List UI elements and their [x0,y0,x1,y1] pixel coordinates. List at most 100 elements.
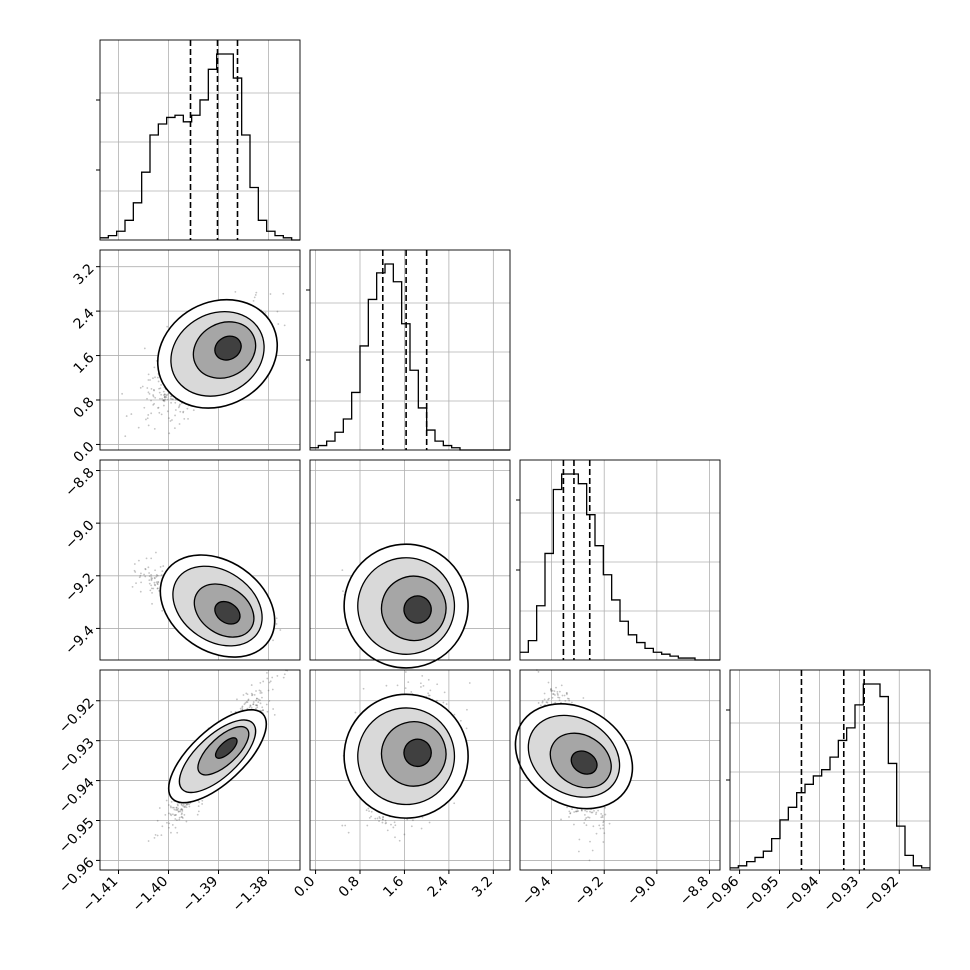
sample-point [252,299,255,302]
histogram-step-line [310,263,510,451]
sample-point [153,388,155,391]
sample-point [138,576,141,579]
sample-point [167,417,170,420]
sample-point [152,587,155,590]
sample-point [164,393,166,396]
sample-point [155,551,157,554]
sample-point [165,394,168,397]
sample-point [156,574,159,577]
sample-point [253,296,256,299]
sample-point [166,393,169,396]
sample-point [124,435,127,438]
sample-point [148,572,150,574]
sample-point [131,586,134,588]
sample-point [342,590,344,593]
sample-point [143,573,145,576]
sample-point [147,373,150,376]
sample-point [150,579,153,582]
sample-point [140,572,142,575]
sample-point [157,406,160,409]
sample-point [141,385,144,388]
histogram-step-line [730,683,930,869]
sample-point [162,565,165,567]
sample-point [146,387,149,389]
sample-point [179,410,182,413]
sample-point [164,395,167,398]
sample-point [163,400,166,403]
sample-point [147,414,150,416]
sample-point [155,581,158,584]
sample-point [154,569,156,572]
sample-point [170,401,172,404]
sample-point [153,428,156,430]
sample-point [150,412,153,415]
sample-point [150,387,153,390]
sample-point [153,402,156,405]
histogram-panel-3 [726,669,931,871]
histogram-panel-2 [516,459,721,661]
density-peak [214,335,242,361]
sample-point [153,583,156,586]
sample-point [264,311,267,314]
sample-point [166,410,169,413]
sample-point [156,587,159,590]
sample-point [163,399,166,402]
sample-point [148,575,151,578]
sample-point [182,410,185,413]
sample-point [125,415,128,417]
sample-point [148,392,151,395]
histogram-panel-1 [306,249,511,451]
sample-point [145,418,147,421]
sample-point [161,397,164,400]
sample-point [159,387,162,390]
sample-point [151,602,153,605]
sample-point [163,396,166,399]
sample-point [162,390,165,393]
sample-point [276,310,279,313]
sample-point [174,401,177,404]
sample-point [148,582,151,585]
sample-point [152,377,154,380]
sample-point [163,393,166,396]
sample-point [145,557,148,560]
sample-point [146,397,148,400]
sample-point [150,576,153,579]
sample-point [153,389,155,392]
sample-point [163,395,166,398]
sample-point [143,406,146,409]
sample-point [152,394,155,396]
sample-point [169,395,172,398]
sample-point [186,407,189,410]
sample-point [171,398,173,401]
sample-point [182,411,185,414]
sample-point [162,399,165,402]
sample-point [148,579,151,582]
sample-point [134,571,137,573]
sample-point [179,403,181,406]
panel-frame [99,249,301,451]
sample-point [147,379,150,381]
sample-point [160,574,163,576]
sample-point [252,701,255,703]
sample-point [255,291,258,294]
sample-point [166,325,169,328]
sample-point [157,407,159,409]
sample-point [162,394,165,397]
sample-point [262,680,265,683]
sample-point [151,592,153,594]
sample-point [147,566,150,569]
sample-point [144,567,147,570]
sample-point [154,584,157,587]
sample-point [275,617,278,620]
histogram-step-line [520,473,720,661]
density-region [156,298,279,409]
sample-point [166,398,169,401]
sample-point [160,413,163,416]
sample-point [135,582,137,585]
sample-point [169,420,172,422]
sample-point [156,376,159,379]
sample-point [169,397,172,400]
sample-point [174,414,176,417]
sample-point [163,396,166,399]
sample-point [150,557,153,560]
